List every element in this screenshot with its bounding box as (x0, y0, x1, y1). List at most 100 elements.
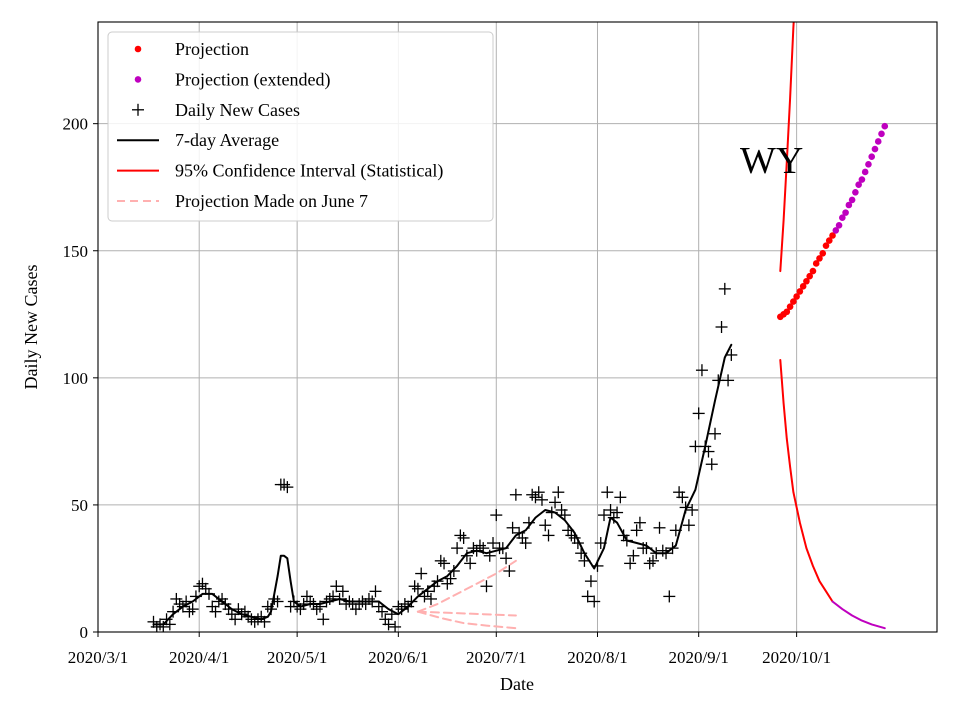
daily-new-cases-point (692, 407, 705, 420)
95-confidence-interval-statistical-line (831, 600, 886, 630)
daily-new-cases-point (379, 613, 392, 626)
projection-point (803, 277, 810, 285)
projection-point (790, 298, 797, 305)
annotation-label: WY (740, 140, 803, 182)
projection-legend-label: Projection (175, 39, 249, 59)
daily-new-cases-point (300, 590, 313, 603)
daily-new-cases-point (676, 491, 689, 504)
daily-new-cases-point (509, 488, 522, 501)
daily-new-cases-point (451, 542, 464, 555)
y-tick-label: 200 (63, 115, 89, 134)
daily-new-cases-point (457, 531, 470, 544)
daily-new-cases-point (722, 374, 735, 387)
projection-point (819, 249, 827, 257)
projection-point (796, 288, 804, 295)
daily-new-cases-point (633, 516, 646, 529)
daily-new-cases-point (157, 620, 170, 632)
daily-new-cases-point (411, 582, 424, 595)
daily-new-cases-point (643, 557, 656, 570)
daily-new-cases-point (682, 519, 695, 532)
projection-legend-swatch (134, 45, 142, 53)
daily-new-cases-point (673, 486, 686, 499)
daily-new-cases-point (549, 496, 562, 509)
daily-new-cases-point (405, 595, 418, 608)
daily-new-cases-point (408, 580, 421, 593)
daily-new-cases-point (415, 567, 428, 580)
x-axis-label: Date (500, 674, 534, 694)
projection-extended-point (858, 176, 866, 183)
daily-new-cases-point (313, 600, 326, 613)
projection-extended-point (861, 168, 869, 176)
plot-frame (97, 21, 938, 633)
projection-point (806, 272, 813, 280)
daily-new-cases-point (526, 488, 539, 501)
x-tick-label: 2020/4/1 (169, 648, 229, 667)
projection-extended-legend-label: Projection (extended) (175, 69, 330, 90)
daily-new-cases-point (186, 603, 199, 616)
daily-new-cases-point (598, 509, 611, 522)
y-axis-label: Daily New Cases (21, 265, 41, 390)
daily-new-cases-point (529, 491, 542, 504)
projection-extended-point (878, 130, 885, 138)
daily-new-cases-point (614, 491, 627, 504)
projection-point (783, 308, 791, 316)
daily-new-cases-point (278, 478, 291, 491)
daily-new-cases-point (359, 598, 372, 611)
daily-new-cases-point (663, 590, 676, 603)
projection-extended-point (868, 153, 876, 161)
projection-made-on-june-7-legend-label: Projection Made on June 7 (175, 191, 368, 211)
x-tick-label: 2020/3/1 (68, 648, 128, 667)
daily-new-cases-point (317, 613, 330, 626)
projection-point (793, 293, 800, 300)
daily-new-cases-point (464, 557, 477, 570)
daily-new-cases-point (588, 595, 601, 608)
daily-new-cases-point (715, 321, 728, 333)
daily-new-cases-point (438, 557, 451, 570)
projection-point (799, 283, 807, 290)
daily-new-cases-point (229, 613, 242, 626)
x-tick-label: 2020/8/1 (567, 648, 627, 667)
daily-new-cases-point (460, 549, 473, 562)
x-tick-label: 2020/7/1 (466, 648, 526, 667)
daily-new-cases-point (539, 519, 552, 532)
daily-new-cases-point (611, 506, 624, 519)
daily-new-cases-point (294, 603, 307, 616)
daily-new-cases-point (473, 539, 486, 552)
daily-new-cases-point (441, 577, 454, 590)
projection-extended-point (852, 188, 859, 196)
daily-new-cases-point (653, 521, 666, 534)
plot-area (147, 22, 889, 632)
daily-new-cases-point (170, 592, 183, 605)
projection-extended-point (865, 161, 872, 168)
daily-new-cases-point (147, 615, 160, 628)
daily-new-cases-point (709, 427, 722, 440)
daily-new-cases-point (281, 481, 294, 494)
y-tick-label: 0 (80, 623, 89, 642)
daily-new-cases-point (535, 493, 548, 506)
daily-new-cases-point (209, 605, 222, 618)
projection-made-on-june-7-line (416, 610, 517, 630)
daily-new-cases-point (444, 572, 457, 585)
x-tick-label: 2020/5/1 (267, 648, 327, 667)
daily-new-cases-point (532, 486, 545, 499)
projection-extended-point (871, 145, 879, 153)
projection-point (825, 237, 833, 244)
daily-new-cases-point (725, 348, 738, 361)
daily-new-cases-point (490, 509, 503, 522)
projection-extended-point (839, 214, 846, 222)
daily-new-cases-point (160, 613, 173, 626)
daily-new-cases-point (555, 504, 568, 516)
daily-new-cases-point (705, 458, 718, 471)
daily-new-cases-point (500, 552, 513, 565)
daily-new-cases-point (552, 486, 565, 499)
projection-extended-point (855, 181, 862, 188)
daily-new-cases-point (584, 575, 597, 588)
daily-new-cases-point (695, 364, 708, 377)
legend: Projection Projection (extended) Daily New… (107, 31, 494, 222)
daily-new-cases-point (601, 486, 614, 499)
daily-new-cases-point (630, 524, 643, 537)
projection-point (822, 242, 830, 249)
y-tick-label: 150 (63, 242, 89, 261)
daily-new-cases-point (330, 580, 343, 593)
